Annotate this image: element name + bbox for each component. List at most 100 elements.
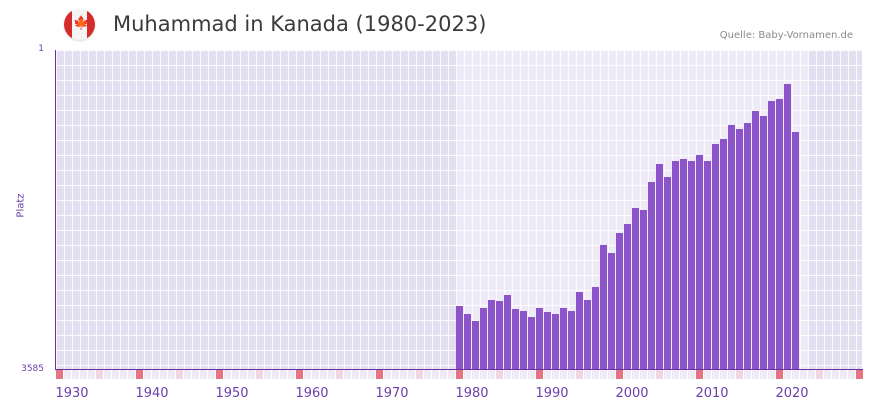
year-marker bbox=[112, 370, 119, 379]
bar-2015[interactable] bbox=[736, 128, 743, 369]
bar-1998[interactable] bbox=[600, 245, 607, 369]
x-tick-label: 1970 bbox=[375, 386, 409, 401]
bar-2016[interactable] bbox=[744, 122, 751, 369]
year-marker bbox=[696, 370, 703, 379]
year-marker bbox=[232, 370, 239, 379]
year-marker bbox=[792, 370, 799, 379]
source-label: Quelle: Baby-Vornamen.de bbox=[719, 30, 853, 41]
year-marker bbox=[144, 370, 151, 379]
bar-1991[interactable] bbox=[544, 312, 551, 369]
year-marker bbox=[760, 370, 767, 379]
bar-1993[interactable] bbox=[560, 308, 567, 369]
bar-1990[interactable] bbox=[536, 307, 543, 369]
bar-1982[interactable] bbox=[472, 321, 479, 369]
year-marker bbox=[264, 370, 271, 379]
year-marker bbox=[304, 370, 311, 379]
bar-2001[interactable] bbox=[624, 223, 631, 369]
bar-1983[interactable] bbox=[480, 308, 487, 369]
x-tick-label: 1980 bbox=[455, 386, 489, 401]
bar-1984[interactable] bbox=[488, 299, 495, 369]
year-marker bbox=[192, 370, 199, 379]
bar-1989[interactable] bbox=[528, 316, 535, 369]
year-marker bbox=[672, 370, 679, 379]
chart-title: Muhammad in Kanada (1980-2023) bbox=[113, 12, 487, 36]
year-marker bbox=[392, 370, 399, 379]
bar-2005[interactable] bbox=[656, 163, 663, 369]
bar-2018[interactable] bbox=[760, 115, 767, 369]
bar-1985[interactable] bbox=[496, 301, 503, 369]
bar-2002[interactable] bbox=[632, 207, 639, 369]
year-marker bbox=[736, 370, 743, 379]
year-marker bbox=[640, 370, 647, 379]
bar-2009[interactable] bbox=[688, 160, 695, 369]
year-marker bbox=[624, 370, 631, 379]
year-marker bbox=[320, 370, 327, 379]
bar-2006[interactable] bbox=[664, 176, 671, 369]
year-marker bbox=[536, 370, 543, 379]
bar-1987[interactable] bbox=[512, 309, 519, 369]
bar-2020[interactable] bbox=[776, 98, 783, 369]
bar-1986[interactable] bbox=[504, 295, 511, 369]
year-marker bbox=[528, 370, 535, 379]
x-tick-label: 1960 bbox=[295, 386, 329, 401]
bar-2022[interactable] bbox=[792, 131, 799, 369]
bar-1996[interactable] bbox=[584, 300, 591, 369]
year-marker bbox=[784, 370, 791, 379]
bar-2010[interactable] bbox=[696, 154, 703, 369]
year-marker bbox=[608, 370, 615, 379]
year-marker bbox=[808, 370, 815, 379]
bar-2007[interactable] bbox=[672, 160, 679, 369]
bar-1992[interactable] bbox=[552, 314, 559, 369]
year-marker bbox=[496, 370, 503, 379]
year-marker bbox=[136, 370, 143, 379]
bar-2008[interactable] bbox=[680, 158, 687, 369]
year-marker bbox=[256, 370, 263, 379]
x-tick-label: 2020 bbox=[775, 386, 809, 401]
x-tick-label: 1950 bbox=[215, 386, 249, 401]
bar-1994[interactable] bbox=[568, 311, 575, 369]
year-marker bbox=[800, 370, 807, 379]
canada-flag-icon: 🍁 bbox=[64, 9, 95, 40]
year-marker bbox=[440, 370, 447, 379]
y-axis-line bbox=[55, 50, 56, 370]
bar-2004[interactable] bbox=[648, 181, 655, 369]
year-marker bbox=[272, 370, 279, 379]
year-marker bbox=[752, 370, 759, 379]
year-marker bbox=[384, 370, 391, 379]
bar-1980[interactable] bbox=[456, 306, 463, 369]
year-marker bbox=[560, 370, 567, 379]
bar-2011[interactable] bbox=[704, 160, 711, 369]
year-marker bbox=[720, 370, 727, 379]
year-marker bbox=[280, 370, 287, 379]
year-marker bbox=[128, 370, 135, 379]
bar-2013[interactable] bbox=[720, 138, 727, 369]
year-marker bbox=[840, 370, 847, 379]
year-marker bbox=[464, 370, 471, 379]
year-marker bbox=[848, 370, 855, 379]
year-marker bbox=[504, 370, 511, 379]
year-marker bbox=[600, 370, 607, 379]
bar-2014[interactable] bbox=[728, 124, 735, 369]
year-marker bbox=[80, 370, 87, 379]
bar-2021[interactable] bbox=[784, 83, 791, 369]
x-tick-label: 1940 bbox=[135, 386, 169, 401]
bar-2003[interactable] bbox=[640, 209, 647, 369]
bar-2019[interactable] bbox=[768, 100, 775, 369]
bar-2017[interactable] bbox=[752, 110, 759, 369]
year-marker bbox=[424, 370, 431, 379]
bar-1981[interactable] bbox=[464, 314, 471, 369]
year-marker bbox=[344, 370, 351, 379]
year-marker bbox=[664, 370, 671, 379]
bar-2000[interactable] bbox=[616, 232, 623, 369]
year-marker bbox=[592, 370, 599, 379]
bar-1995[interactable] bbox=[576, 292, 583, 369]
year-marker-row bbox=[56, 370, 863, 379]
year-marker bbox=[56, 370, 63, 379]
year-marker bbox=[816, 370, 823, 379]
bar-1988[interactable] bbox=[520, 311, 527, 369]
bar-1997[interactable] bbox=[592, 286, 599, 369]
bar-1999[interactable] bbox=[608, 252, 615, 369]
year-marker bbox=[456, 370, 463, 379]
year-marker bbox=[656, 370, 663, 379]
bar-2012[interactable] bbox=[712, 143, 719, 369]
